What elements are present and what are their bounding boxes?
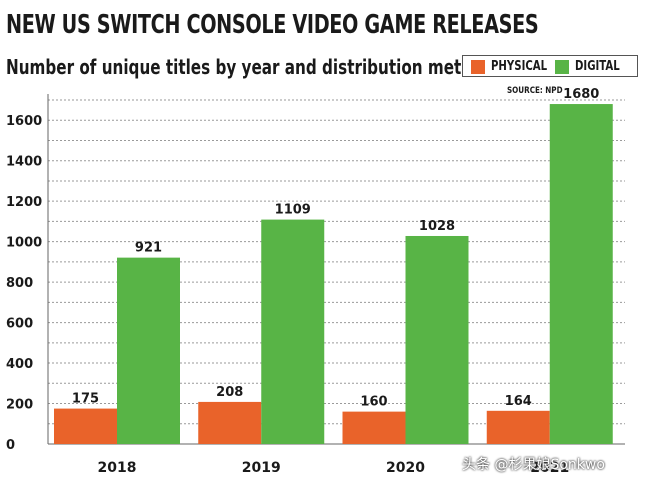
y-tick-label: 0	[6, 438, 15, 453]
y-tick-label: 1400	[6, 155, 42, 170]
bar-digital-2020	[405, 235, 469, 444]
data-label-digital-2020: 1028	[419, 219, 455, 234]
bar-physical-2020	[342, 411, 406, 444]
legend-swatch-physical	[471, 60, 485, 74]
legend-label-physical: PHYSICAL	[491, 59, 548, 74]
data-label-physical-2021: 164	[505, 394, 532, 409]
legend-label-digital: DIGITAL	[575, 59, 620, 74]
x-tick-label: 2018	[98, 460, 137, 476]
data-label-digital-2021: 1680	[563, 87, 599, 102]
legend: PHYSICAL DIGITAL	[462, 55, 638, 77]
y-tick-label: 1000	[6, 236, 42, 251]
y-tick-label: 600	[6, 317, 33, 332]
bar-physical-2018	[54, 408, 117, 444]
data-label-digital-2018: 921	[135, 241, 162, 256]
y-tick-label: 800	[6, 276, 33, 291]
bar-digital-2021	[549, 104, 613, 444]
bar-physical-2019	[198, 401, 262, 444]
chart-title: NEW US SWITCH CONSOLE VIDEO GAME RELEASE…	[6, 10, 539, 40]
y-tick-label: 400	[6, 357, 33, 372]
y-tick-label: 1600	[6, 114, 42, 129]
y-tick-label: 200	[6, 398, 33, 413]
y-tick-label: 1200	[6, 195, 42, 210]
data-label-physical-2018: 175	[72, 392, 99, 407]
data-label-digital-2019: 1109	[275, 203, 311, 218]
data-label-physical-2020: 160	[360, 395, 387, 410]
data-label-physical-2019: 208	[216, 385, 243, 400]
x-tick-label: 2020	[386, 460, 425, 476]
bar-digital-2018	[117, 257, 180, 444]
chart-subtitle: Number of unique titles by year and dist…	[6, 55, 494, 79]
source-note: SOURCE: NPD	[507, 86, 563, 96]
bar-physical-2021	[486, 410, 550, 444]
legend-swatch-digital	[555, 60, 569, 74]
watermark: 头条 @杉果娘Sonkwo	[462, 457, 605, 473]
bar-digital-2019	[261, 219, 325, 444]
x-tick-label: 2019	[242, 460, 281, 476]
x-tick-label: 2021	[530, 460, 569, 476]
